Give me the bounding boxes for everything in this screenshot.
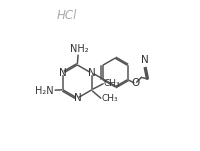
Text: N: N xyxy=(88,68,96,78)
Text: NH₂: NH₂ xyxy=(70,44,88,54)
Text: O: O xyxy=(131,78,140,88)
Text: N: N xyxy=(141,55,149,65)
Text: CH₃: CH₃ xyxy=(102,94,118,103)
Text: H₂N: H₂N xyxy=(35,86,53,96)
Text: CH₃: CH₃ xyxy=(104,79,120,88)
Text: N: N xyxy=(59,68,66,78)
Text: HCl: HCl xyxy=(57,9,77,22)
Text: N: N xyxy=(74,93,81,103)
